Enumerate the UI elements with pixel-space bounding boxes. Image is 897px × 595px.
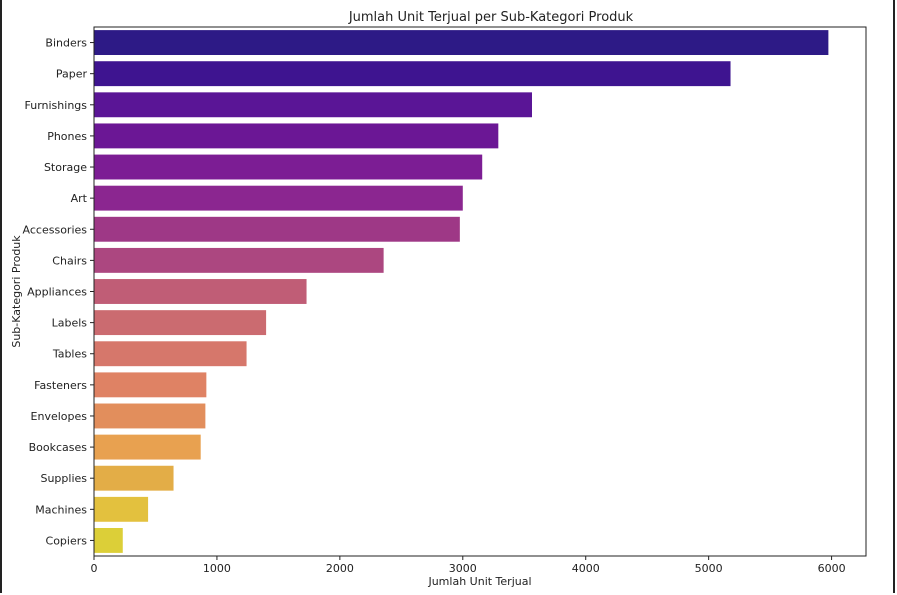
bar-paper <box>94 61 731 87</box>
category-label: Paper <box>56 68 88 81</box>
bars-group <box>94 30 829 553</box>
bar-phones <box>94 123 499 149</box>
category-label: Fasteners <box>34 379 87 392</box>
bar-chairs <box>94 247 384 273</box>
x-axis-label: Jumlah Unit Terjual <box>427 575 531 588</box>
category-label: Storage <box>44 161 87 174</box>
bar-supplies <box>94 465 174 491</box>
x-tick-label: 6000 <box>818 562 846 575</box>
bar-fasteners <box>94 372 207 398</box>
bar-labels <box>94 310 267 336</box>
category-label: Labels <box>52 317 88 330</box>
x-tick-label: 4000 <box>572 562 600 575</box>
category-label: Appliances <box>27 286 87 299</box>
category-label: Envelopes <box>31 410 88 423</box>
category-label: Bookcases <box>29 441 88 454</box>
bar-bookcases <box>94 434 201 460</box>
y-axis-label: Sub-Kategori Produk <box>10 235 23 348</box>
bar-appliances <box>94 279 307 304</box>
bar-envelopes <box>94 403 206 429</box>
x-ticks-group: 0 1000 2000 3000 4000 5000 6000 <box>91 556 846 575</box>
category-label: Furnishings <box>25 99 88 112</box>
x-tick-label: 1000 <box>203 562 231 575</box>
bar-art <box>94 185 463 211</box>
category-label: Art <box>71 192 88 205</box>
bar-storage <box>94 154 483 180</box>
category-label: Machines <box>35 503 87 516</box>
category-label: Accessories <box>23 223 88 236</box>
chart-title: Jumlah Unit Terjual per Sub-Kategori Pro… <box>348 10 634 25</box>
plot-area-border <box>93 26 867 557</box>
bar-machines <box>94 496 149 522</box>
bar-binders <box>94 30 829 56</box>
bar-furnishings <box>94 92 532 118</box>
category-label: Binders <box>45 37 87 50</box>
x-tick-label: 2000 <box>326 562 354 575</box>
category-label: Copiers <box>46 534 88 547</box>
x-tick-label: 5000 <box>695 562 723 575</box>
category-label: Chairs <box>52 254 87 267</box>
category-labels-group: Binders Paper Furnishings Phones Storage Art A… <box>23 37 94 547</box>
x-tick-label: 0 <box>91 562 98 575</box>
bar-copiers <box>94 527 123 553</box>
category-label: Phones <box>47 130 87 143</box>
category-label: Tables <box>52 348 87 361</box>
x-tick-label: 3000 <box>449 562 477 575</box>
category-label: Supplies <box>40 472 87 485</box>
bar-accessories <box>94 216 460 242</box>
bar-tables <box>94 341 247 367</box>
